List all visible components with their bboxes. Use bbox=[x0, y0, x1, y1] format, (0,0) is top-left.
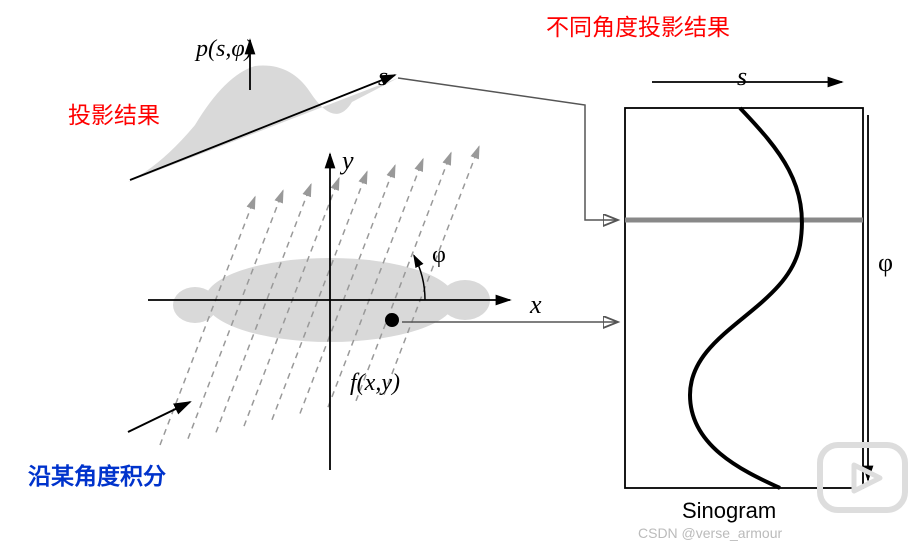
label-fxy: f(x,y) bbox=[350, 370, 400, 397]
label-phi-left: φ bbox=[432, 242, 446, 269]
label-integral: 沿某角度积分 bbox=[28, 457, 166, 491]
diagram-container: 不同角度投影结果 投影结果 沿某角度积分 p(s,φ) s y x φ f(x,… bbox=[0, 0, 921, 549]
label-x: x bbox=[530, 290, 542, 320]
label-phi-right: φ bbox=[878, 248, 893, 278]
watermark-csdn: CSDN @verse_armour bbox=[638, 525, 782, 541]
label-projection-result: 投影结果 bbox=[68, 96, 160, 130]
label-y: y bbox=[342, 146, 354, 176]
label-top-right: 不同角度投影结果 bbox=[546, 8, 730, 42]
label-s-right: s bbox=[737, 62, 747, 92]
label-p-s-phi: p(s,φ) bbox=[196, 36, 253, 63]
label-s-left: s bbox=[378, 62, 388, 92]
label-sinogram: Sinogram bbox=[682, 498, 776, 524]
